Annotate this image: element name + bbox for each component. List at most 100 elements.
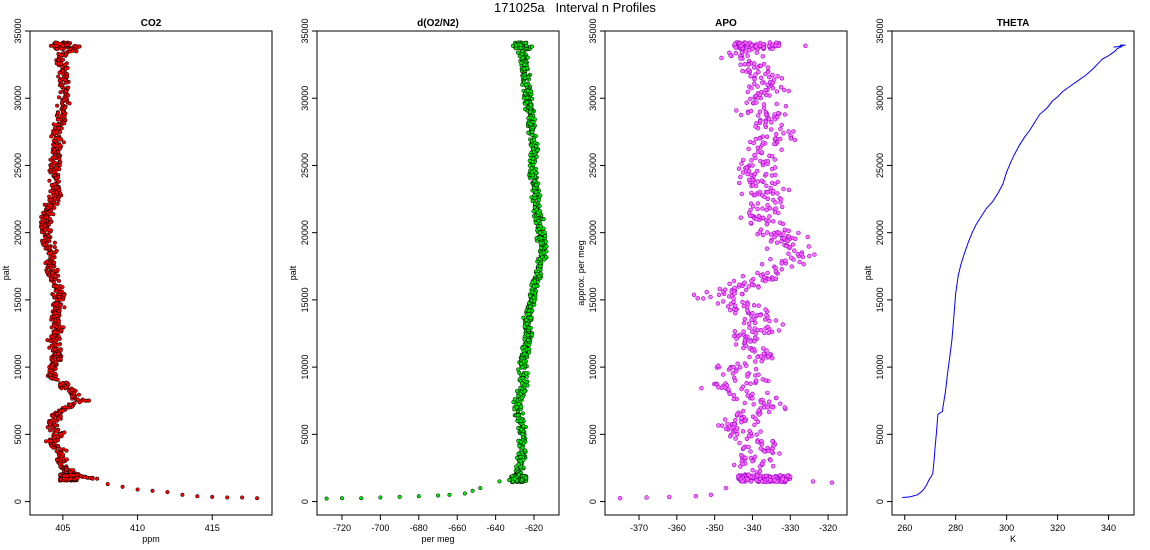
- data-point-dense: [63, 105, 68, 110]
- data-point-dense: [768, 239, 774, 244]
- data-point-dense: [61, 408, 66, 413]
- data-point-dense: [742, 62, 748, 67]
- data-point-dense: [56, 126, 61, 131]
- data-point-dense: [767, 214, 772, 219]
- data-point-dense: [56, 179, 61, 184]
- y-tick-label: 30000: [300, 86, 310, 111]
- data-point-dense: [56, 74, 61, 79]
- data-point-dense: [753, 72, 758, 77]
- y-tick-label: 35000: [300, 18, 310, 43]
- data-point: [63, 89, 68, 94]
- data-point-dense: [62, 121, 67, 126]
- data-point-dense: [760, 54, 766, 59]
- data-point-dense: [757, 469, 763, 474]
- data-point-dense: [770, 85, 776, 91]
- data-point-dense: [41, 210, 46, 215]
- data-point-dense: [64, 457, 69, 462]
- data-point: [507, 477, 512, 483]
- y-tick-label: 30000: [875, 86, 885, 111]
- data-point-dense: [764, 134, 770, 140]
- data-point: [90, 476, 95, 481]
- x-tick-label: -350: [706, 523, 724, 533]
- data-point-dense: [41, 243, 46, 248]
- x-tick-label: -660: [448, 523, 466, 533]
- data-point-dense: [774, 89, 780, 94]
- data-point-dense: [777, 451, 782, 456]
- x-tick-label: -330: [781, 523, 799, 533]
- data-point-dense: [56, 278, 62, 283]
- data-point: [799, 252, 804, 257]
- data-point: [535, 210, 540, 215]
- data-point-dense: [776, 210, 781, 216]
- data-point: [60, 43, 65, 48]
- data-point-dense: [769, 120, 774, 125]
- data-point-dense: [40, 217, 45, 222]
- data-point-dense: [43, 227, 48, 232]
- data-point-dense: [786, 187, 792, 193]
- data-point-dense: [63, 62, 68, 67]
- data-point-dense: [740, 461, 745, 467]
- data-point: [531, 149, 537, 155]
- data-point-dense: [756, 285, 761, 290]
- data-point-dense: [740, 299, 745, 305]
- data-point-dense: [58, 160, 63, 165]
- y-tick-label: 30000: [588, 86, 598, 111]
- data-point-dense: [533, 220, 538, 225]
- data-point-dense: [64, 467, 69, 472]
- data-point-dense: [741, 445, 746, 451]
- data-point: [447, 492, 452, 497]
- data-point-dense: [55, 110, 60, 115]
- data-point-dense: [766, 353, 771, 359]
- data-point-dense: [741, 329, 746, 334]
- data-point: [765, 190, 770, 195]
- data-point-dense: [785, 238, 791, 244]
- data-point-dense: [756, 372, 761, 377]
- data-point: [56, 149, 61, 155]
- data-point-dense: [48, 157, 53, 162]
- data-point-dense: [753, 416, 758, 421]
- data-point-dense: [738, 62, 743, 67]
- data-point: [69, 387, 74, 393]
- data-point: [54, 412, 59, 417]
- data-point-dense: [532, 195, 537, 201]
- data-point-dense: [748, 339, 753, 344]
- data-point-dense: [525, 95, 530, 100]
- data-point-dense: [61, 140, 66, 145]
- data-point-dense: [49, 208, 54, 213]
- data-point-dense: [67, 101, 72, 106]
- data-point-dense: [537, 274, 542, 279]
- y-tick-label: 20000: [13, 220, 23, 245]
- data-point-dense: [756, 69, 761, 75]
- data-point-dense: [750, 329, 755, 334]
- data-point-dense: [86, 398, 92, 403]
- data-point-dense: [731, 278, 737, 284]
- data-point-dense: [766, 330, 772, 336]
- data-point-dense: [64, 52, 69, 57]
- data-point-dense: [748, 74, 753, 79]
- data-point: [63, 385, 68, 390]
- data-point-dense: [759, 75, 764, 80]
- data-point-dense: [52, 148, 57, 153]
- data-point-dense: [740, 68, 745, 74]
- data-point: [497, 479, 502, 484]
- data-point: [54, 129, 59, 134]
- data-point-dense: [746, 321, 752, 326]
- data-point-dense: [758, 118, 763, 124]
- data-point-dense: [752, 339, 757, 344]
- data-point-dense: [526, 116, 531, 121]
- data-point-dense: [734, 108, 739, 113]
- data-point-dense: [760, 206, 765, 211]
- data-point-dense: [758, 273, 764, 278]
- data-point: [255, 496, 260, 501]
- data-point-dense: [742, 280, 747, 285]
- data-point: [54, 43, 59, 48]
- data-point-dense: [779, 261, 784, 266]
- data-point-dense: [58, 191, 63, 196]
- y-tick-label: 5000: [588, 424, 598, 444]
- data-point: [701, 296, 706, 301]
- data-point-dense: [733, 311, 738, 316]
- chart-panel-apo: APO -370 -360 -350 -340 -330 -320 0 5000 10000 150…: [575, 16, 862, 550]
- data-point-dense: [523, 91, 528, 96]
- data-point-dense: [775, 191, 780, 196]
- data-point-dense: [543, 234, 548, 239]
